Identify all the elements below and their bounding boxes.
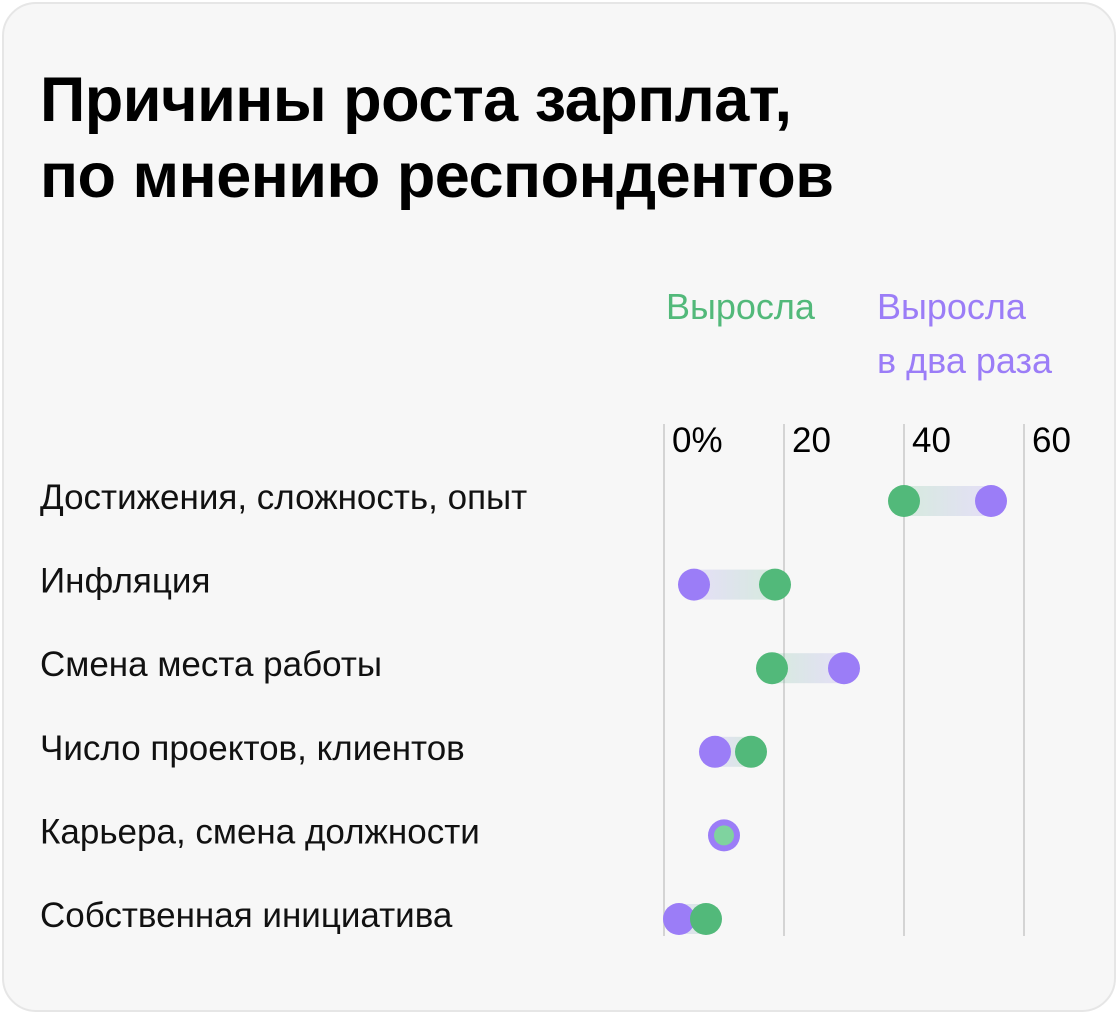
point-grew [690, 903, 722, 935]
legend-label-grew: Выросла [666, 286, 815, 327]
x-tick-label: 40 [912, 421, 951, 460]
point-grew [735, 735, 767, 768]
point-doubled [663, 903, 695, 935]
category-label: Карьера, смена должности [40, 812, 480, 851]
category-label: Смена места работы [40, 645, 382, 684]
legend-label-doubled-line-2: в два раза [877, 340, 1053, 381]
point-doubled [828, 652, 860, 685]
chart-title-line-2: по мнению респондентов [40, 141, 834, 211]
x-tick-label: 20 [792, 421, 831, 460]
legend-item-grew: Выросла [666, 280, 815, 334]
category-label: Инфляция [40, 562, 210, 601]
category-label: Достижения, сложность, опыт [40, 478, 527, 517]
x-axis-ticks: 0% 20 40 60 [672, 421, 1071, 460]
legend-item-doubled: Выросла в два раза [877, 280, 1052, 388]
dumbbell-marks [663, 485, 1007, 935]
point-grew [756, 652, 788, 685]
legend-label-doubled-line-1: Выросла [877, 286, 1026, 327]
chart-title-line-1: Причины роста зарплат, [40, 65, 792, 135]
point-doubled [678, 568, 710, 601]
category-label: Собственная инициатива [40, 896, 453, 935]
x-tick-label: 60 [1032, 421, 1071, 460]
point-doubled [699, 735, 731, 768]
x-tick-label: 0% [672, 421, 723, 460]
point-grew [714, 825, 734, 846]
category-labels: Достижения, сложность, опыт Инфляция Смена… [40, 478, 527, 935]
point-grew [759, 568, 791, 601]
point-doubled [975, 485, 1007, 517]
point-grew [888, 485, 920, 517]
category-label: Число проектов, клиентов [40, 729, 465, 768]
chart-title: Причины роста зарплат, по мнению респонд… [40, 62, 834, 214]
